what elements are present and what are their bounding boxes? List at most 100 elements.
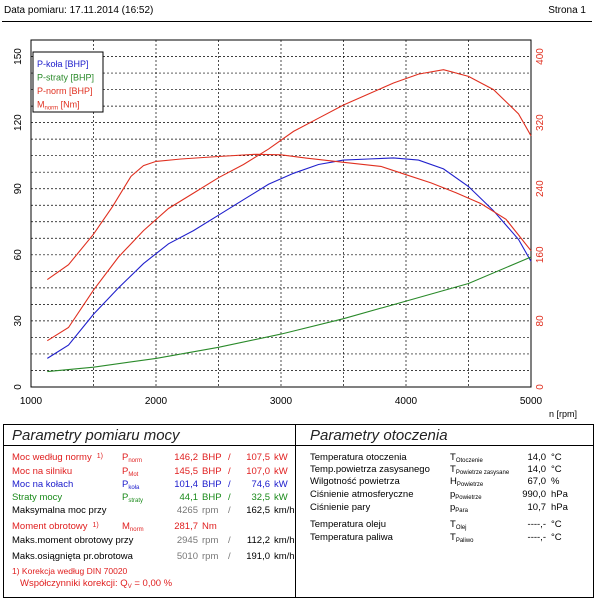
table-column-divider [295, 425, 296, 597]
ambient-row-symbol-subscript: Paliwo [455, 538, 474, 544]
ambient-row-symbol-subscript: Powietrze zasysane [455, 470, 510, 476]
x-tick-label: 2000 [145, 396, 168, 407]
page-number: Strona 1 [548, 5, 586, 16]
y-left-tick-label: 60 [13, 249, 24, 261]
power-row-symbol-subscript: koła [128, 485, 140, 491]
ambient-row: Temperatura otoczenia TOtoczenie 14,0 °C [310, 452, 590, 464]
power-row-unit-1: rpm [202, 551, 219, 562]
ambient-row: Ciśnienie atmosferyczne pPowietrze 990,0 hP… [310, 489, 590, 501]
y-left-tick-label: 90 [13, 183, 24, 195]
ambient-row-symbol-subscript: Otoczenie [455, 458, 483, 464]
power-row: Moc na kołach Pkoła 101,4 BHP / 74,6 kW [12, 479, 292, 491]
power-row-value-1: 5010 [176, 551, 198, 562]
power-row-value-2: 107,5 [246, 452, 270, 463]
ambient-row-symbol-subscript: Olej [455, 525, 467, 531]
ambient-row: Temp.powietrza zasysanego TPowietrze zasy… [310, 464, 590, 476]
header-divider [2, 21, 592, 22]
ambient-row-unit: °C [551, 464, 562, 475]
power-row-separator: / [228, 492, 231, 503]
ambient-row-label: Temperatura oleju [310, 519, 387, 530]
power-row-label: Maks.osiągnięta pr.obrotowa [12, 551, 133, 562]
y-right-tick-label: 80 [535, 315, 546, 327]
power-row-value-1: 2945 [176, 535, 198, 546]
correction-factor: Współczynniki korekcji: QV = 0,00 % [20, 578, 172, 590]
power-row-unit-1: rpm [202, 505, 219, 516]
power-row-unit-1: BHP [202, 479, 222, 490]
power-row: Moc na silniku PMot 145,5 BHP / 107,0 kW [12, 466, 292, 478]
power-row-label: Maksymalna moc przy [12, 505, 107, 516]
ambient-row-value: ----,- [527, 519, 546, 530]
ambient-row-unit: % [551, 476, 560, 487]
power-row-value-2: 32,5 [251, 492, 271, 503]
measurement-date: Data pomiaru: 17.11.2014 (16:52) [4, 5, 154, 16]
ambient-row-symbol: TOlej [450, 519, 467, 531]
ambient-row-symbol-subscript: Powietrze [455, 495, 482, 501]
power-row-unit-2: km/h [274, 505, 295, 516]
correction-subscript: V [127, 584, 132, 590]
y-right-tick-label: 0 [535, 384, 546, 390]
legend-entry: P-straty [BHP] [37, 73, 94, 83]
power-row-separator: / [228, 551, 231, 562]
y-left-tick-label: 0 [13, 384, 24, 390]
power-row-unit-2: kW [274, 466, 288, 477]
ambient-row-unit: °C [551, 452, 562, 463]
power-row-symbol: Pkoła [122, 479, 140, 491]
ambient-row-symbol: TPaliwo [450, 532, 474, 544]
y-right-tick-label: 160 [535, 246, 546, 263]
ambient-row-symbol-subscript: Powietrze [456, 482, 484, 488]
ambient-row-label: Ciśnienie atmosferyczne [310, 489, 414, 500]
series-line-1 [47, 157, 532, 359]
series-line-3 [47, 69, 532, 342]
power-row-unit-1: rpm [202, 535, 219, 546]
report-header: Data pomiaru: 17.11.2014 (16:52) Strona … [0, 0, 594, 22]
y-left-tick-label: 30 [13, 315, 24, 327]
ambient-row-label: Wilgotność powietrza [310, 476, 400, 487]
power-row-unit-2: kW [274, 492, 288, 503]
legend-box [32, 51, 104, 113]
power-row-unit-2: km/h [274, 535, 295, 546]
power-row-value-2: 74,6 [251, 479, 271, 490]
ambient-row-label: Ciśnienie pary [310, 502, 371, 513]
power-row-footnote-mark: 1) [92, 522, 99, 529]
ambient-row-value: ----,- [527, 532, 546, 543]
x-tick-label: 5000 [520, 396, 543, 407]
power-row-symbol: Pstraty [122, 492, 144, 504]
ambient-row-label: Temp.powietrza zasysanego [310, 464, 430, 475]
y-right-tick-label: 320 [535, 114, 546, 131]
ambient-row-label: Temperatura otoczenia [310, 452, 407, 463]
power-row-label: Moc według normy 1) [12, 452, 103, 463]
power-row-unit-2: kW [274, 452, 288, 463]
power-row-unit-1: BHP [202, 452, 222, 463]
power-row-symbol: Mnorm [122, 521, 144, 533]
x-tick-label: 1000 [20, 396, 43, 407]
y-left-tick-label: 150 [13, 48, 24, 65]
power-row-separator: / [228, 466, 231, 477]
ambient-row-symbol-subscript: Para [455, 508, 468, 514]
power-row-separator: / [228, 505, 231, 516]
power-row-value-1: 145,5 [174, 466, 198, 477]
ambient-row-value: 10,7 [527, 502, 547, 513]
plot-frame [30, 39, 532, 388]
legend-entry: P-koła [BHP] [37, 59, 89, 69]
power-row-value-1: 281,7 [174, 521, 198, 532]
legend-entry: P-norm [BHP] [37, 86, 93, 96]
x-tick-label: 4000 [395, 396, 418, 407]
ambient-row-symbol: TOtoczenie [450, 452, 483, 464]
power-row-value-1: 146,2 [174, 452, 198, 463]
power-row-separator: / [228, 479, 231, 490]
power-row-label: Moment obrotowy 1) [12, 521, 99, 532]
ambient-row-symbol: pPara [450, 502, 468, 514]
ambient-row-value: 67,0 [527, 476, 547, 487]
power-row-separator: / [228, 452, 231, 463]
ambient-row: Temperatura oleju TOlej ----,- °C [310, 519, 590, 531]
power-parameters-title: Parametry pomiaru mocy [12, 427, 180, 444]
ambient-row-unit: hPa [551, 489, 568, 500]
power-row-footnote-mark: 1) [96, 453, 103, 460]
power-row: Maksymalna moc przy 4265 rpm / 162,5 km/h [12, 505, 295, 517]
power-row: Moment obrotowy 1) Mnorm 281,7 Nm [12, 521, 292, 533]
power-row-value-1: 4265 [176, 505, 198, 516]
power-row-value-2: 112,2 [246, 535, 270, 546]
ambient-row: Temperatura paliwa TPaliwo ----,- °C [310, 532, 590, 544]
table-header-divider [4, 445, 593, 446]
